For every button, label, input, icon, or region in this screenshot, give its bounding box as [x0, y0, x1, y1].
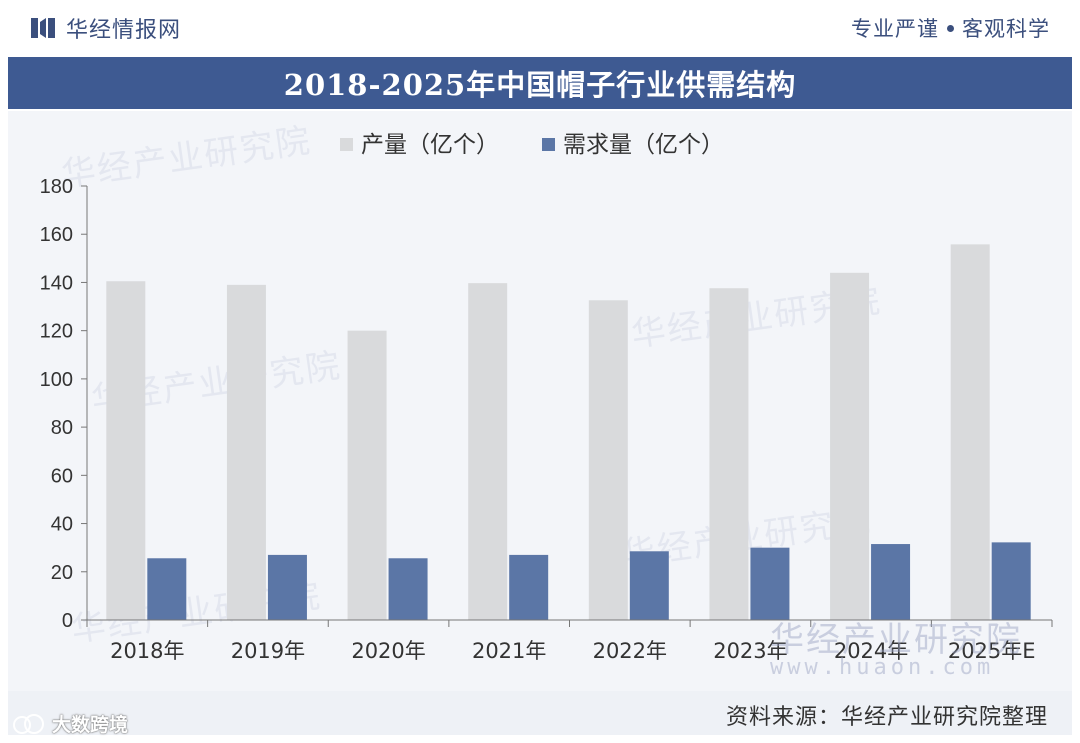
legend-swatch-1: [340, 138, 353, 151]
slogan-dot-icon: [947, 24, 954, 32]
brand-name: 华经情报网: [66, 18, 182, 43]
demand-bar-3: [388, 558, 428, 620]
y-axis: 0 20 40 60 80 100 120 140 160 180: [40, 176, 88, 632]
x-tick-label: 2018年: [110, 639, 184, 663]
y-tick-label: 120: [40, 321, 73, 343]
corner-mark-text: 大数跨境: [52, 714, 129, 736]
y-tick-label: 140: [40, 272, 73, 294]
demand-bar-8: [991, 542, 1031, 620]
slogan: 专业严谨 客观科学: [851, 13, 1050, 43]
x-tick-label: 2025年E: [948, 639, 1036, 663]
cloud-logo-icon: [13, 713, 44, 734]
watermark-url: www.huaon.com: [770, 655, 995, 680]
production-bar-8: [950, 244, 990, 621]
slogan-right: 客观科学: [962, 17, 1050, 41]
demand-bar-6: [750, 547, 790, 620]
watermark-overlay-text: 华经产业研究院: [770, 620, 1022, 660]
brand: 华经情报网: [30, 12, 181, 44]
demand-bar-2: [267, 554, 307, 620]
demand-bar-7: [871, 544, 911, 620]
chart-title: 2018-2025年中国帽子行业供需结构: [283, 68, 797, 102]
source-note: 资料来源：华经产业研究院整理: [725, 705, 1048, 730]
huajing-logo-icon: [31, 18, 55, 38]
top-bar: 华经情报网 专业严谨 客观科学: [0, 0, 1080, 56]
y-tick-label: 160: [40, 224, 73, 246]
production-bar-4: [468, 283, 508, 620]
demand-bar-1: [147, 558, 187, 620]
demand-bar-5: [629, 551, 669, 620]
production-bar-1: [106, 281, 146, 620]
x-tick-label: 2019年: [231, 639, 305, 663]
legend-label-1: 产量（亿个）: [361, 132, 499, 158]
production-bar-5: [588, 300, 628, 620]
x-tick-label: 2023年: [713, 639, 787, 663]
x-tick-label: 2020年: [351, 639, 425, 663]
production-bar-2: [226, 284, 266, 620]
demand-bar-4: [509, 554, 549, 620]
corner-watermark: 大数跨境: [12, 710, 128, 737]
production-bar-7: [830, 272, 870, 620]
y-tick-label: 20: [51, 562, 73, 584]
x-tick-label: 2021年: [472, 639, 546, 663]
y-tick-label: 80: [51, 417, 73, 439]
slogan-left: 专业严谨: [851, 17, 939, 41]
y-tick-label: 180: [40, 176, 73, 198]
production-bar-6: [709, 288, 749, 620]
bars: [106, 244, 1031, 621]
x-tick-label: 2022年: [593, 639, 667, 663]
legend-swatch-2: [542, 138, 555, 151]
y-tick-label: 60: [51, 465, 73, 487]
y-tick-label: 0: [62, 610, 73, 632]
legend-label-2: 需求量（亿个）: [563, 132, 724, 158]
y-tick-label: 100: [40, 369, 73, 391]
legend: 产量（亿个） 需求量（亿个）: [340, 132, 724, 158]
x-axis: 2018年 2019年 2020年 2021年 2022年 2023年 2024年 2025年…: [86, 619, 1053, 663]
x-tick-label: 2024年: [834, 639, 908, 663]
footer: 资料来源：华经产业研究院整理: [8, 691, 1072, 735]
production-bar-3: [347, 330, 387, 620]
title-banner: 2018-2025年中国帽子行业供需结构: [8, 57, 1072, 109]
y-tick-label: 40: [51, 514, 73, 536]
